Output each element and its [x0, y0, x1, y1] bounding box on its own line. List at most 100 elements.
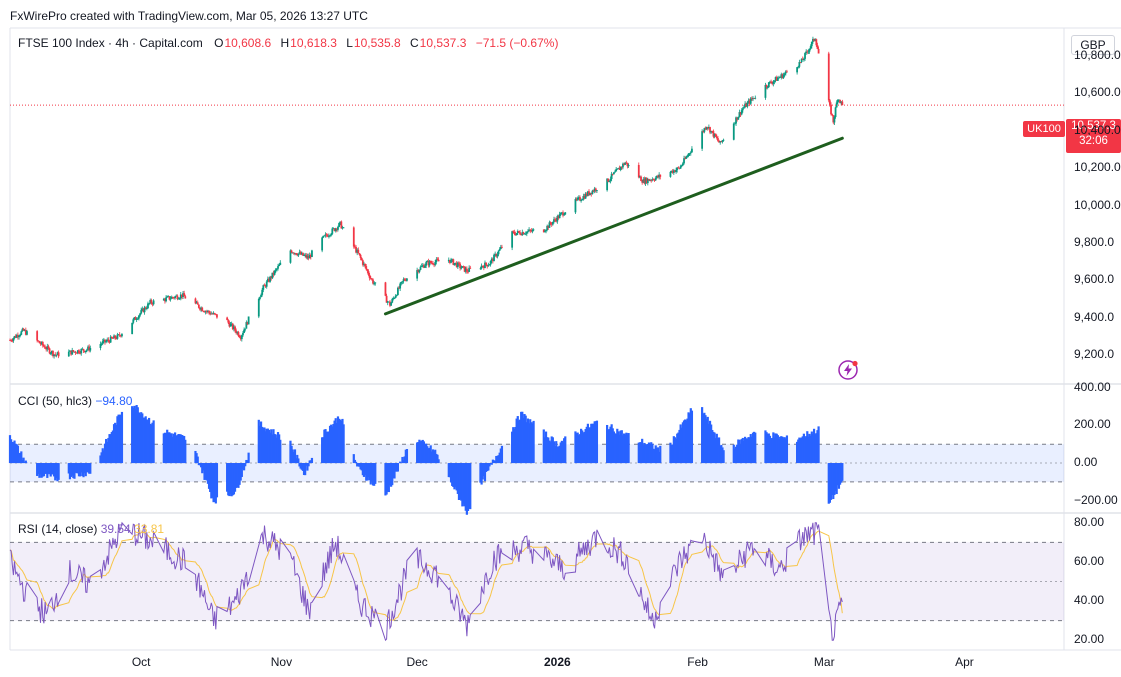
- cci-bar: [352, 454, 355, 464]
- candle-body: [47, 346, 50, 349]
- candle-body: [386, 301, 389, 303]
- cci-bar: [840, 463, 843, 483]
- cci-axis-tick: 200.00: [1074, 417, 1111, 432]
- cci-bar: [67, 463, 70, 474]
- candle-body: [548, 222, 551, 228]
- candle-body: [78, 350, 80, 353]
- cci-bar: [24, 460, 27, 464]
- cci-bar: [17, 453, 21, 464]
- rsi-legend[interactable]: RSI (14, close) 39.54 33.81: [18, 522, 164, 536]
- candle-body: [715, 136, 718, 139]
- candle-body: [796, 67, 799, 73]
- candle-body: [454, 262, 457, 264]
- candle-body: [608, 180, 611, 182]
- candle-body: [707, 127, 710, 129]
- candle-body: [769, 81, 771, 83]
- high-label: H: [280, 36, 290, 50]
- cci-bar: [419, 441, 422, 464]
- cci-bar: [480, 463, 483, 485]
- cci-bar: [464, 463, 467, 511]
- cci-bar: [22, 457, 25, 464]
- cci-bar: [321, 437, 324, 464]
- cci-bar: [734, 446, 738, 464]
- candle-body: [802, 58, 805, 61]
- candle-body: [838, 99, 840, 101]
- cci-bar: [553, 446, 557, 464]
- cci-bar: [88, 463, 91, 474]
- candle-body: [513, 231, 516, 235]
- candle-body: [522, 232, 525, 235]
- lightning-bolt-icon[interactable]: [838, 360, 858, 380]
- cci-bar: [739, 444, 742, 464]
- cci-bar: [522, 417, 525, 464]
- candle-body: [271, 272, 274, 279]
- candle-body: [677, 167, 680, 169]
- candle-body: [86, 349, 88, 351]
- cci-bar: [810, 431, 813, 464]
- cci-bar: [171, 436, 174, 464]
- candle-body: [458, 262, 460, 264]
- cci-bar: [771, 438, 774, 464]
- cci-bar: [576, 432, 579, 464]
- cci-bar: [373, 463, 376, 486]
- cci-bar: [141, 413, 144, 464]
- cci-bar: [322, 437, 325, 464]
- cci-bar: [297, 458, 300, 464]
- cci-bar: [764, 430, 767, 464]
- cci-bar: [150, 424, 153, 464]
- candle-body: [831, 114, 834, 116]
- candle-body: [133, 317, 136, 320]
- candle-body: [623, 163, 625, 165]
- cci-bar: [578, 434, 582, 464]
- cci-bar: [422, 441, 426, 464]
- cci-bar: [354, 461, 358, 464]
- cci-bar: [365, 463, 368, 481]
- cci-bar: [542, 429, 545, 464]
- cci-bar: [638, 442, 642, 464]
- cci-bar: [274, 434, 277, 464]
- cci-bar: [309, 460, 312, 464]
- cci-bar: [616, 428, 619, 464]
- candle-body: [464, 268, 467, 272]
- cci-bar: [592, 423, 595, 464]
- cci-bar: [168, 432, 171, 464]
- cci-bar: [491, 459, 494, 464]
- cci-bar: [236, 463, 239, 487]
- currency-button[interactable]: GBP: [1071, 35, 1115, 55]
- candle-body: [737, 116, 740, 120]
- candle-body: [817, 48, 820, 54]
- candle-body: [41, 342, 44, 346]
- cci-bar: [561, 442, 565, 464]
- candle-body: [436, 259, 439, 261]
- price-axis-tick: 10,400.0: [1074, 122, 1121, 137]
- candle-body: [329, 235, 331, 237]
- cci-legend[interactable]: CCI (50, hlc3) −94.80: [18, 394, 132, 408]
- cci-bar: [16, 445, 20, 464]
- candle-body: [556, 216, 559, 222]
- candle-body: [532, 229, 535, 231]
- cci-bar: [388, 463, 392, 486]
- cci-bar: [648, 443, 652, 464]
- symbol-name[interactable]: FTSE 100 Index · 4h · Capital.com: [18, 36, 203, 50]
- cci-bar: [402, 460, 405, 464]
- candle-body: [594, 188, 597, 191]
- cci-bar: [431, 449, 435, 464]
- cci-bar: [270, 429, 273, 464]
- candle-body: [171, 296, 174, 298]
- candle-body: [340, 221, 343, 229]
- candle-body: [753, 98, 756, 99]
- cci-bar: [705, 418, 708, 464]
- cci-bar: [142, 417, 145, 464]
- cci-bar: [37, 463, 40, 474]
- candle-body: [151, 303, 154, 305]
- candle-body: [262, 285, 265, 290]
- cci-bar: [116, 416, 119, 464]
- candle-body: [12, 338, 15, 341]
- price-axis-tick: 10,000.0: [1074, 197, 1121, 212]
- cci-bar: [647, 442, 651, 464]
- candle-body: [295, 253, 298, 255]
- candle-body: [518, 231, 520, 233]
- cci-bar: [23, 462, 26, 464]
- candle-body: [140, 310, 143, 314]
